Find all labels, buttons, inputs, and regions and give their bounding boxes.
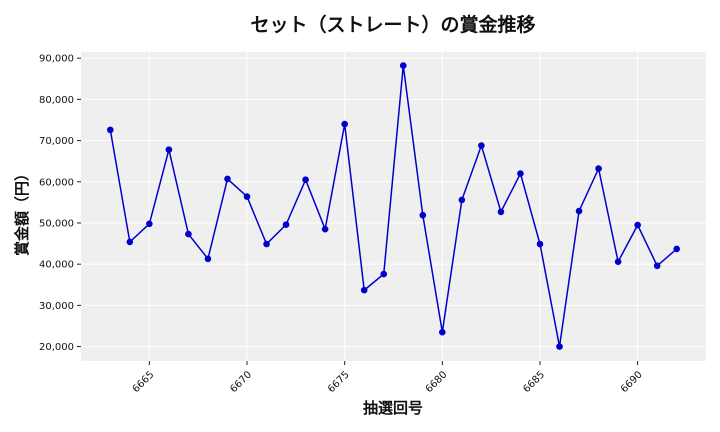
data-point bbox=[146, 220, 153, 228]
data-point bbox=[634, 221, 641, 229]
data-point bbox=[204, 255, 212, 263]
data-point bbox=[497, 208, 505, 216]
data-point bbox=[380, 270, 388, 278]
y-tick-label: 50,000 bbox=[39, 218, 74, 229]
x-axis-ticks: 6665 6670 6675 6680 6685 6690 bbox=[131, 361, 645, 395]
data-point bbox=[185, 230, 192, 238]
data-point bbox=[419, 211, 427, 219]
data-point bbox=[556, 343, 563, 350]
data-point bbox=[165, 146, 173, 153]
grid bbox=[81, 52, 706, 361]
data-point bbox=[341, 120, 348, 128]
data-point bbox=[126, 238, 134, 246]
data-point bbox=[360, 286, 368, 294]
data-point bbox=[243, 193, 251, 200]
x-tick-label: 6680 bbox=[424, 369, 450, 395]
y-axis-label: 賞金額（円） bbox=[13, 166, 31, 256]
data-point bbox=[653, 262, 661, 270]
y-tick-label: 80,000 bbox=[39, 95, 74, 106]
data-point bbox=[106, 126, 114, 134]
y-axis-ticks: 20,000 30,000 40,000 50,000 60,000 70,000 80,0… bbox=[39, 54, 81, 353]
y-tick-label: 70,000 bbox=[39, 136, 74, 147]
data-point bbox=[224, 175, 231, 183]
y-tick-label: 30,000 bbox=[39, 301, 74, 312]
x-tick-label: 6670 bbox=[228, 369, 254, 395]
data-point bbox=[399, 62, 407, 69]
data-point bbox=[263, 240, 270, 248]
data-point bbox=[536, 240, 544, 248]
y-tick-label: 60,000 bbox=[39, 177, 74, 188]
x-axis-label: 抽選回号 bbox=[363, 399, 423, 417]
x-tick-label: 6685 bbox=[521, 369, 547, 395]
data-point bbox=[478, 142, 485, 149]
data-point bbox=[575, 207, 583, 215]
data-point bbox=[614, 258, 622, 266]
y-tick-label: 20,000 bbox=[39, 342, 74, 353]
series bbox=[106, 62, 681, 350]
data-point bbox=[595, 165, 602, 172]
data-point bbox=[458, 196, 466, 204]
chart-title: セット（ストレート）の賞金推移 bbox=[250, 13, 535, 36]
data-point bbox=[517, 170, 524, 177]
x-tick-label: 6675 bbox=[326, 369, 352, 395]
y-tick-label: 90,000 bbox=[39, 54, 74, 65]
data-point bbox=[302, 176, 309, 184]
data-point bbox=[321, 225, 329, 233]
x-tick-label: 6665 bbox=[131, 369, 157, 395]
series-line bbox=[109, 65, 678, 347]
x-tick-label: 6690 bbox=[619, 369, 645, 395]
data-point bbox=[439, 328, 446, 336]
plot-area bbox=[81, 52, 706, 361]
y-tick-label: 40,000 bbox=[39, 260, 74, 271]
data-point bbox=[282, 221, 290, 228]
data-point bbox=[673, 245, 681, 253]
